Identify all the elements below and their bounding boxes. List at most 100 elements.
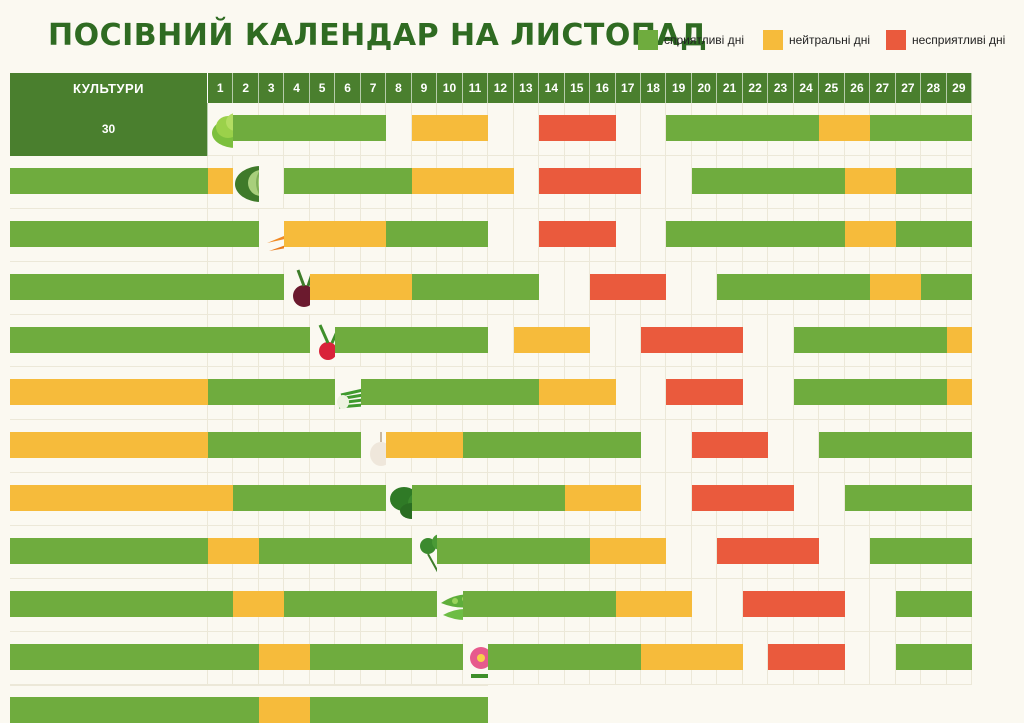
- day-cell: [717, 155, 743, 209]
- day-status-bar: [717, 326, 743, 353]
- day-status-bar: [768, 273, 794, 300]
- day-status-bar: [895, 538, 922, 565]
- day-cell: [284, 420, 310, 474]
- day-cell: [742, 155, 769, 209]
- day-cell: [844, 314, 871, 368]
- day-status-bar: [386, 696, 412, 723]
- day-status-bar: [921, 326, 947, 353]
- day-status-bar: [335, 432, 361, 459]
- day-cell: [10, 579, 208, 632]
- day-cell: [258, 526, 285, 580]
- day-status-bar: [488, 643, 514, 670]
- day-status-bar: [793, 643, 820, 670]
- day-status-bar: [233, 220, 259, 247]
- day-status-bar: [386, 167, 412, 194]
- day-cell: [513, 420, 540, 474]
- day-status-bar: [870, 115, 896, 141]
- day-cell: [462, 579, 489, 632]
- day-cell: [844, 155, 871, 209]
- day-cell: [411, 420, 438, 474]
- day-status-bar: [233, 485, 259, 512]
- day-cell: [921, 208, 947, 262]
- day-cell: [717, 103, 743, 156]
- day-status-bar: [539, 432, 565, 459]
- day-status-bar: [284, 432, 310, 459]
- day-status-bar: [640, 538, 667, 565]
- day-status-bar: [258, 115, 285, 141]
- day-cell: [335, 526, 361, 580]
- legend-swatch-favorable: [638, 30, 658, 50]
- day-status-bar: [946, 273, 973, 300]
- day-cell: [921, 420, 947, 474]
- header-day: 3: [258, 73, 285, 103]
- day-status-bar: [437, 643, 463, 670]
- day-cell: [437, 473, 463, 527]
- day-status-bar: [335, 220, 361, 247]
- header-day: 20: [691, 73, 718, 103]
- day-cell: [691, 367, 718, 421]
- day-status-bar: [590, 379, 616, 406]
- day-cell: [615, 261, 641, 315]
- day-cell: [946, 579, 973, 632]
- day-status-bar: [513, 643, 540, 670]
- header-day: 23: [768, 73, 794, 103]
- day-cell: [640, 579, 667, 632]
- day-status-bar: [335, 115, 361, 141]
- day-cell: [691, 261, 718, 315]
- day-cell: [335, 155, 361, 209]
- day-status-bar: [590, 220, 616, 247]
- day-status-bar: [844, 220, 871, 247]
- day-cell: [768, 208, 794, 262]
- day-cell: [946, 367, 973, 421]
- day-cell: [411, 103, 438, 156]
- day-status-bar: [615, 167, 641, 194]
- day-cell: [870, 473, 896, 527]
- day-cell: [386, 208, 412, 262]
- day-status-bar: [309, 167, 336, 194]
- day-status-bar: [870, 485, 896, 512]
- day-status-bar: [10, 591, 208, 618]
- day-status-bar: [208, 379, 234, 406]
- crop-row-label: Бобові (горох, квасоля): [437, 579, 556, 632]
- day-status-bar: [539, 115, 565, 141]
- day-status-bar: [360, 220, 387, 247]
- day-cell: [768, 526, 794, 580]
- day-status-bar: [539, 643, 565, 670]
- day-status-bar: [742, 538, 769, 565]
- day-cell: [615, 473, 641, 527]
- day-status-bar: [335, 538, 361, 565]
- day-cell: [717, 579, 743, 632]
- day-cell: [640, 420, 667, 474]
- day-cell: [590, 367, 616, 421]
- day-status-bar: [284, 696, 310, 723]
- day-status-bar: [284, 220, 310, 247]
- day-cell: [564, 261, 591, 315]
- day-status-bar: [895, 167, 922, 194]
- day-status-bar: [819, 167, 845, 194]
- day-cell: [819, 526, 845, 580]
- day-cell: [513, 473, 540, 527]
- day-status-bar: [590, 538, 616, 565]
- day-cell: [666, 155, 692, 209]
- day-status-bar: [717, 167, 743, 194]
- day-cell: [360, 631, 387, 685]
- day-cell: [284, 103, 310, 156]
- crop-row-label: Морква: [258, 208, 369, 262]
- day-status-bar: [742, 220, 769, 247]
- legend-label-favorable: сприятливі дні: [664, 33, 744, 47]
- day-status-bar: [335, 643, 361, 670]
- day-status-bar: [564, 485, 591, 512]
- day-cell: [768, 420, 794, 474]
- day-cell: [691, 314, 718, 368]
- day-cell: [539, 367, 565, 421]
- day-cell: [564, 367, 591, 421]
- day-status-bar: [513, 432, 540, 459]
- day-cell: [513, 103, 540, 156]
- day-cell: [309, 155, 336, 209]
- day-status-bar: [666, 379, 692, 406]
- day-status-bar: [844, 379, 871, 406]
- day-status-bar: [284, 591, 310, 618]
- day-status-bar: [921, 591, 947, 618]
- day-cell: [870, 103, 896, 156]
- day-status-bar: [946, 115, 973, 141]
